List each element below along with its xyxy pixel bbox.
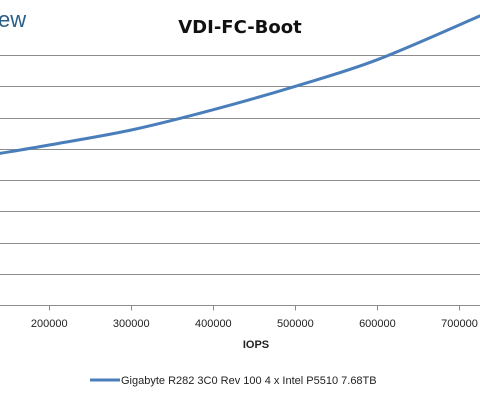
x-tick-label-700000: 700000 xyxy=(441,318,478,330)
legend: Gigabyte R282 3C0 Rev 100 4 x Intel P551… xyxy=(90,375,377,387)
series-layer xyxy=(0,14,480,155)
x-tick-label-500000: 500000 xyxy=(277,318,314,330)
watermark-text: ew xyxy=(0,7,26,32)
series-line-1 xyxy=(0,14,480,155)
gridlines xyxy=(0,55,480,275)
x-tick-label-200000: 200000 xyxy=(31,318,68,330)
chart-title: VDI-FC-Boot xyxy=(178,17,302,38)
x-tick-label-300000: 300000 xyxy=(113,318,150,330)
x-axis xyxy=(0,305,480,311)
x-axis-title: IOPS xyxy=(243,339,269,351)
legend-label-series-1: Gigabyte R282 3C0 Rev 100 4 x Intel P551… xyxy=(121,375,377,387)
x-tick-label-400000: 400000 xyxy=(195,318,232,330)
x-tick-label-600000: 600000 xyxy=(359,318,396,330)
x-tick-labels: 200000 300000 400000 500000 600000 700000 xyxy=(31,318,478,330)
